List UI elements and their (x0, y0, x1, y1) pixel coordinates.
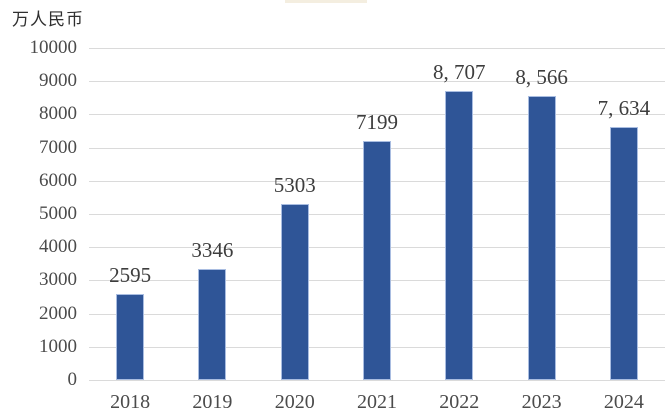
x-tick-label-2018: 2018 (110, 391, 151, 413)
value-label-2020: 5303 (273, 172, 316, 197)
y-tick-label: 9000 (39, 70, 77, 92)
y-tick-label: 7000 (39, 136, 77, 158)
bar-2020 (280, 203, 309, 380)
bar-2021 (363, 140, 391, 380)
y-tick-label: 2000 (39, 302, 77, 324)
gridline-10000 (89, 48, 665, 49)
bar-2018 (116, 293, 145, 380)
x-tick-label-2021: 2021 (357, 391, 397, 413)
y-axis-unit-label: 万人民币 (12, 10, 84, 29)
y-tick-label: 6000 (39, 169, 77, 191)
y-tick-label: 5000 (39, 203, 77, 224)
x-tick-label-2024: 2024 (603, 391, 644, 413)
value-label-2022: 8, 707 (433, 59, 486, 84)
cropped-title-artifact (285, 0, 367, 3)
value-label-2019: 3346 (191, 237, 234, 262)
x-tick-label-2023: 2023 (521, 391, 562, 413)
y-tick-label: 3000 (39, 269, 77, 291)
y-tick-label: 0 (67, 369, 78, 390)
value-label-2023: 8, 566 (515, 64, 568, 89)
y-tick-label: 10000 (29, 37, 78, 58)
bar-2022 (445, 90, 474, 380)
bar-2023 (527, 95, 556, 380)
x-tick-label-2019: 2019 (192, 391, 233, 413)
y-tick-label: 4000 (39, 236, 77, 258)
y-tick-label: 8000 (39, 103, 77, 125)
gridline-0 (89, 380, 665, 381)
gridline-9000 (89, 81, 665, 83)
x-tick-label-2022: 2022 (439, 391, 480, 413)
value-label-2024: 7, 634 (597, 95, 651, 120)
value-label-2021: 7199 (356, 109, 398, 134)
x-tick-label-2020: 2020 (274, 391, 315, 413)
y-tick-label: 1000 (39, 335, 77, 357)
value-label-2018: 2595 (109, 262, 152, 287)
gridline-8000 (89, 114, 665, 116)
bar-2019 (198, 268, 227, 380)
bar-2024 (609, 126, 638, 380)
